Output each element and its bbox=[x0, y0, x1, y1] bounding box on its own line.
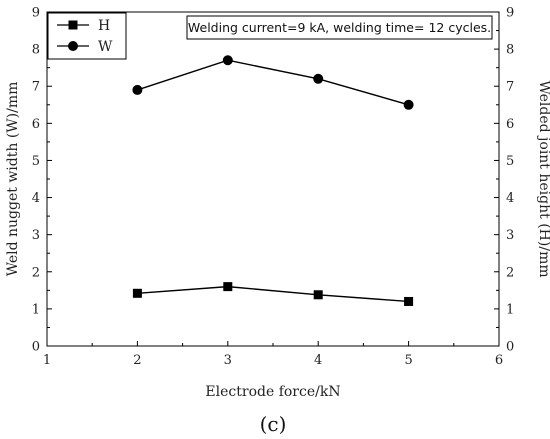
data-point-w bbox=[403, 99, 414, 110]
y-tick-label-left: 6 bbox=[32, 117, 40, 132]
y-tick-label-right: 8 bbox=[506, 43, 514, 58]
y-axis-title-right: Welded joint height (H)/mm bbox=[536, 80, 550, 277]
panel-label: (c) bbox=[260, 412, 287, 436]
y-tick-label-left: 2 bbox=[32, 265, 40, 280]
x-axis-title: Electrode force/kN bbox=[205, 384, 340, 400]
legend-marker-w bbox=[68, 41, 78, 51]
y-tick-label-right: 2 bbox=[506, 265, 514, 280]
y-tick-label-left: 1 bbox=[32, 302, 40, 317]
x-tick-label: 6 bbox=[495, 353, 503, 368]
x-tick-label: 5 bbox=[404, 353, 412, 368]
y-tick-label-right: 0 bbox=[506, 340, 514, 355]
x-tick-label: 4 bbox=[314, 353, 322, 368]
x-tick-label: 2 bbox=[133, 353, 141, 368]
series-layer bbox=[132, 55, 414, 306]
y-tick-label-right: 7 bbox=[506, 80, 514, 95]
y-tick-label-left: 4 bbox=[32, 191, 40, 206]
y-tick-label-left: 0 bbox=[32, 340, 40, 355]
data-point-w bbox=[132, 84, 143, 95]
y-axis-title-left: Weld nugget width (W)/mm bbox=[5, 82, 21, 277]
ticks: 1 2 3 4 5 60 01 12 23 34 45 56 67 78 89 9 bbox=[32, 6, 515, 369]
y-tick-label-left: 8 bbox=[32, 43, 40, 58]
x-tick-label: 3 bbox=[224, 353, 232, 368]
data-point-h bbox=[223, 282, 233, 292]
y-tick-label-right: 1 bbox=[506, 302, 514, 317]
y-tick-label-left: 7 bbox=[32, 80, 40, 95]
y-tick-label-left: 5 bbox=[32, 154, 40, 169]
plot-frame bbox=[46, 11, 500, 347]
data-point-h bbox=[313, 290, 323, 300]
y-tick-label-right: 3 bbox=[506, 228, 514, 243]
legend: H W bbox=[47, 12, 127, 60]
legend-label-w: W bbox=[98, 39, 113, 55]
y-tick-label-right: 5 bbox=[506, 154, 514, 169]
legend-marker-h bbox=[68, 20, 78, 30]
series-line-w bbox=[137, 59, 409, 106]
y-tick-label-right: 6 bbox=[506, 117, 514, 132]
annotation-box bbox=[186, 15, 493, 40]
data-point-h bbox=[132, 288, 142, 298]
legend-label-h: H bbox=[98, 18, 110, 34]
x-tick-label: 1 bbox=[43, 353, 51, 368]
y-tick-label-left: 3 bbox=[32, 228, 40, 243]
data-point-h bbox=[404, 296, 414, 306]
series-line-h bbox=[137, 285, 409, 303]
annotation-text: Welding current=9 kA, welding time= 12 c… bbox=[188, 20, 491, 35]
y-tick-label-right: 9 bbox=[506, 6, 514, 21]
data-point-w bbox=[222, 55, 233, 66]
y-tick-label-left: 9 bbox=[32, 6, 40, 21]
legend-box bbox=[47, 12, 127, 60]
data-point-w bbox=[313, 73, 324, 84]
annotation: Welding current=9 kA, welding time= 12 c… bbox=[186, 15, 493, 40]
y-tick-label-right: 4 bbox=[506, 191, 514, 206]
